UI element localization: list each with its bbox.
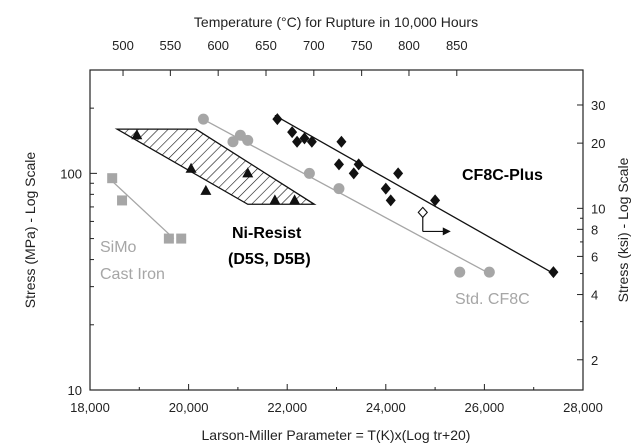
trend-line	[111, 180, 175, 240]
trend-line	[274, 114, 557, 276]
label-simo-2: Cast Iron	[100, 266, 165, 283]
data-point	[185, 162, 197, 173]
data-point	[176, 233, 187, 244]
label-simo-1: SiMo	[100, 239, 137, 256]
series-std-cf8c	[197, 113, 495, 278]
data-point	[393, 167, 404, 180]
data-point	[242, 167, 254, 178]
x-tick-label: 18,000	[70, 400, 110, 415]
data-point	[548, 266, 559, 279]
x-tick-label: 26,000	[465, 400, 505, 415]
label-std-cf8c: Std. CF8C	[455, 291, 530, 308]
data-point	[353, 158, 364, 171]
data-point	[117, 195, 128, 206]
data-point	[292, 135, 303, 148]
top-tick-label: 800	[398, 38, 420, 53]
y-right-tick-label: 2	[591, 353, 598, 368]
series-layer	[107, 113, 559, 279]
top-tick-label: 850	[446, 38, 468, 53]
top-tick-label: 750	[351, 38, 373, 53]
data-point	[385, 194, 396, 207]
ticks-layer: 18,000 20,000 22,000 24,000 26,000 28,000 500 5…	[60, 38, 605, 415]
data-point	[333, 183, 345, 195]
data-point	[269, 194, 281, 205]
x-tick-label: 28,000	[563, 400, 603, 415]
y-axis-label-right: Stress (ksi) - Log Scale	[615, 157, 631, 302]
data-point	[242, 134, 254, 146]
data-point	[306, 135, 317, 148]
top-tick-label: 550	[160, 38, 182, 53]
runout-open-diamond	[417, 206, 429, 219]
label-cf8c-plus: CF8C-Plus	[462, 167, 543, 184]
data-point	[131, 129, 143, 140]
top-tick-label: 600	[207, 38, 229, 53]
top-tick-label: 500	[112, 38, 134, 53]
top-tick-label: 650	[255, 38, 277, 53]
x-tick-label: 22,000	[267, 400, 307, 415]
data-point	[333, 158, 344, 171]
data-point	[483, 266, 495, 278]
chart-title: Temperature (°C) for Rupture in 10,000 H…	[194, 14, 478, 30]
series-ni-resist-d5s-d5b	[114, 128, 317, 205]
runout-marker	[417, 206, 451, 236]
data-point	[272, 113, 283, 126]
data-point	[380, 182, 391, 195]
data-point	[107, 173, 118, 184]
y-right-tick-label: 10	[591, 201, 605, 216]
label-ni-resist-1: Ni-Resist	[232, 225, 302, 242]
ni-resist-band	[114, 128, 317, 205]
data-point	[299, 132, 310, 145]
y-right-tick-label: 20	[591, 136, 605, 151]
data-point	[336, 135, 347, 148]
y-left-tick-label: 100	[60, 166, 82, 181]
data-point	[197, 113, 209, 125]
data-point	[303, 167, 315, 179]
top-tick-label: 700	[303, 38, 325, 53]
x-tick-label: 20,000	[169, 400, 209, 415]
y-right-tick-label: 4	[591, 288, 598, 303]
data-point	[200, 184, 212, 195]
data-point	[227, 136, 239, 148]
label-ni-resist-2: (D5S, D5B)	[228, 251, 311, 268]
series-simo-cast-iron	[107, 173, 187, 244]
y-right-tick-label: 30	[591, 98, 605, 113]
data-point	[430, 194, 441, 207]
data-point	[287, 126, 298, 139]
data-point	[348, 167, 359, 180]
series-cf8c-plus	[272, 113, 559, 279]
x-axis-label: Larson-Miller Parameter = T(K)x(Log tr+2…	[202, 427, 471, 443]
data-point	[163, 233, 174, 244]
y-right-tick-label: 6	[591, 249, 598, 264]
data-point	[289, 194, 301, 205]
y-left-tick-label: 10	[68, 383, 82, 398]
y-axis-label-left: Stress (MPa) - Log Scale	[22, 152, 38, 309]
y-right-tick-label: 8	[591, 222, 598, 237]
x-tick-label: 24,000	[366, 400, 406, 415]
runout-arrow-head	[442, 227, 451, 236]
data-point	[454, 266, 466, 278]
